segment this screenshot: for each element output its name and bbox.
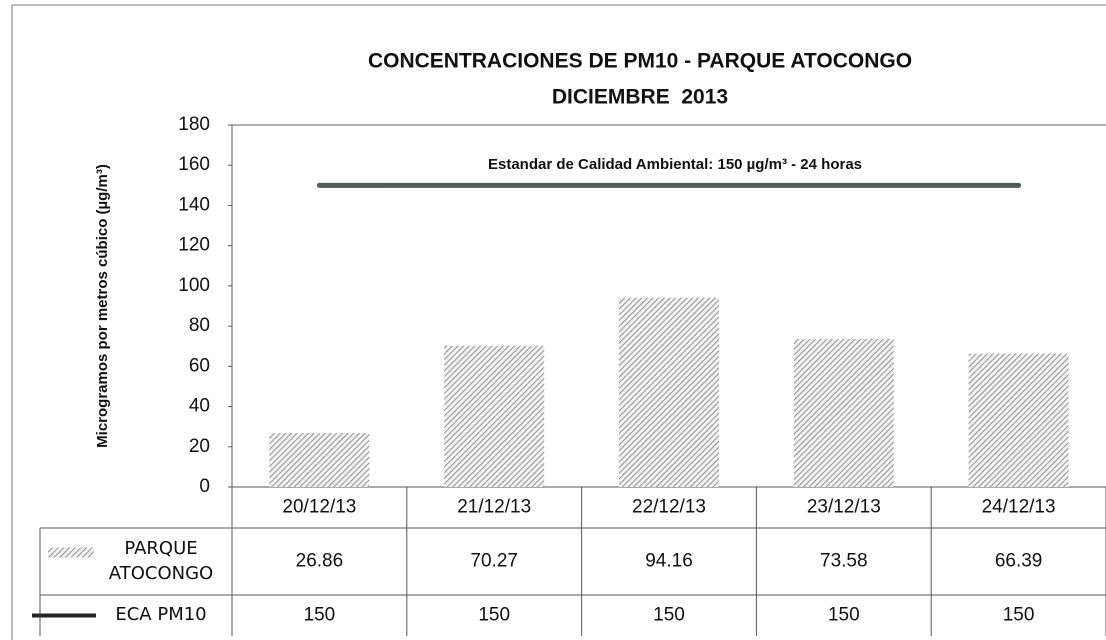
bar [793,339,894,487]
legend-key [48,547,94,558]
legend-label-box: PARQUE ATOCONGO [108,538,214,584]
y-tick-label: 140 [178,194,210,215]
y-tick-label: 0 [199,476,210,497]
y-axis-title: Microgramos por metros cúbico (µg/m³) [94,164,111,448]
bar [619,297,719,487]
data-table-value: 150 [828,605,860,626]
x-tick-label: 23/12/13 [807,497,881,518]
data-table-value: 150 [653,605,685,626]
y-tick-label: 40 [189,396,210,417]
legend-label: PARQUE ATOCONGO [108,538,214,584]
legend-label: ECA PM10 [115,604,207,626]
data-table-value: 150 [1003,605,1035,626]
data-table-value: 70.27 [470,551,518,572]
y-tick-label: 120 [178,235,210,256]
data-table-value: 94.16 [645,551,693,572]
bar [968,353,1069,487]
y-tick-label: 180 [178,114,210,135]
x-tick-label: 22/12/13 [632,497,706,518]
x-tick-label: 20/12/13 [282,497,356,518]
y-tick-label: 100 [178,275,210,296]
data-table-value: 73.58 [820,551,868,572]
annotation: Estandar de Calidad Ambiental: 150 µg/m³… [488,156,862,173]
x-tick-label: 24/12/13 [982,497,1056,518]
bar [269,432,370,487]
frame [11,4,1106,640]
chart-subtitle: DICIEMBRE 2013 [552,86,728,109]
data-table-value: 66.39 [995,551,1043,572]
x-tick-label: 21/12/13 [457,497,531,518]
y-tick-label: 80 [189,315,210,336]
y-tick-label: 60 [189,355,210,376]
bar [444,345,545,487]
data-table-value: 150 [478,605,510,626]
data-table-value: 26.86 [296,551,344,572]
data-table-value: 150 [304,605,336,626]
legend-label-box: ECA PM10 [115,604,207,626]
y-tick-label: 20 [189,436,210,457]
y-tick-label: 160 [178,154,210,175]
chart-title: CONCENTRACIONES DE PM10 - PARQUE ATOCONG… [368,50,912,73]
